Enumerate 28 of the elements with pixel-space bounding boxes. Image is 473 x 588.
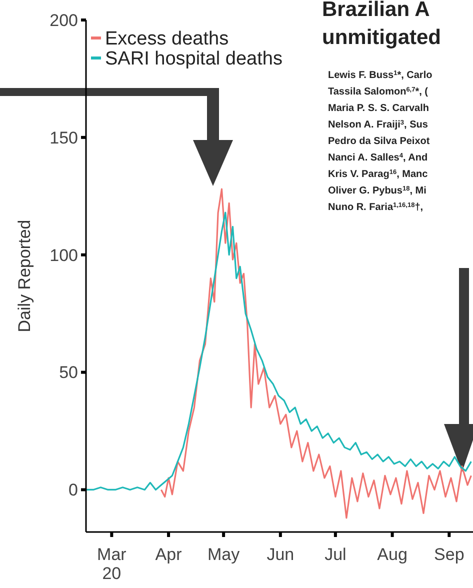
x-tick-label: Apr [155, 545, 182, 564]
annotation: unmitigated [322, 26, 441, 49]
annotation: Kris V. Parag$^{16}$, Manc [328, 168, 428, 180]
x-tick-label: Mar 20 [97, 545, 127, 583]
legend-label: Excess deaths [105, 28, 229, 50]
x-tick-label: Jul [324, 545, 346, 564]
annotation: Nanci A. Salles$^{4}$, And [328, 152, 428, 164]
y-tick-label: 50 [59, 363, 78, 382]
x-tick-label: Sep [434, 545, 464, 564]
y-axis-title: Daily Reported [15, 220, 34, 332]
annotation: Tassila Salomon$^{6,7}$*, ( [328, 86, 429, 98]
x-tick-label: May [207, 545, 240, 564]
x-tick-label: Jun [266, 545, 294, 564]
x-tick-label: Aug [377, 545, 408, 564]
y-tick-label: 0 [68, 480, 78, 500]
annotation: Lewis F. Buss$^{1}$*, Carlo [328, 70, 432, 81]
line-series [160, 188, 472, 519]
legend-label: SARI hospital deaths [105, 48, 282, 70]
y-tick-label: 200 [50, 10, 78, 30]
annotation: Oliver G. Pybus$^{18}$, Mi [328, 185, 427, 196]
annotation: Nuno R. Faria$^{1,16,18}$†, [328, 202, 424, 213]
y-tick-label: 100 [50, 246, 78, 265]
annotation: Nelson A. Fraiji$^{3}$, Sus [328, 119, 428, 130]
annotation: Maria P. S. S. Carvalh [328, 103, 429, 114]
annotation: Pedro da Silva Peixot [328, 136, 430, 147]
annotation: Brazilian A [322, 0, 430, 21]
line-series [86, 212, 472, 491]
y-tick-label: 150 [50, 128, 78, 148]
